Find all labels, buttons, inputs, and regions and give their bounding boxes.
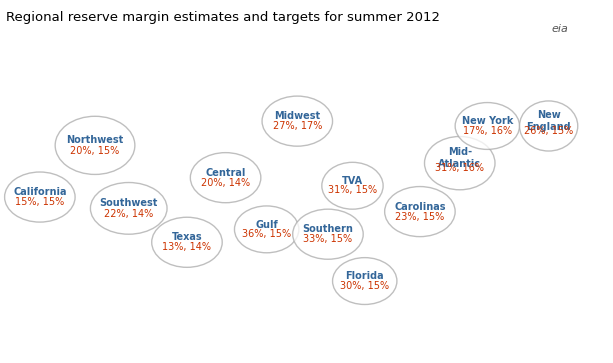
Ellipse shape [332, 258, 397, 305]
Ellipse shape [293, 209, 364, 259]
Text: Florida: Florida [345, 272, 384, 281]
Text: 30%, 15%: 30%, 15% [340, 281, 389, 291]
Ellipse shape [190, 152, 261, 203]
Text: 15%, 15%: 15%, 15% [15, 197, 64, 207]
Text: TVA: TVA [342, 176, 363, 186]
Text: 20%, 15%: 20%, 15% [70, 146, 120, 156]
Text: 13%, 14%: 13%, 14% [162, 242, 211, 252]
Text: Mid-
Atlantic: Mid- Atlantic [438, 147, 481, 168]
Text: California: California [13, 187, 67, 197]
Ellipse shape [152, 217, 223, 267]
Text: Gulf: Gulf [255, 220, 278, 230]
Ellipse shape [455, 103, 520, 150]
Text: 27%, 17%: 27%, 17% [273, 121, 322, 131]
Ellipse shape [234, 206, 299, 253]
Text: Central: Central [205, 168, 246, 178]
Text: New York: New York [462, 116, 513, 126]
Text: Regional reserve margin estimates and targets for summer 2012: Regional reserve margin estimates and ta… [6, 11, 440, 24]
Ellipse shape [520, 101, 577, 151]
Text: Northwest: Northwest [66, 135, 124, 144]
Ellipse shape [4, 172, 75, 222]
Ellipse shape [424, 136, 495, 190]
Text: Southern: Southern [303, 224, 353, 234]
Text: New
England: New England [527, 110, 571, 132]
Text: eia: eia [552, 24, 569, 34]
Text: 20%, 14%: 20%, 14% [201, 178, 250, 188]
Text: 31%, 16%: 31%, 16% [435, 163, 484, 174]
Text: 17%, 16%: 17%, 16% [463, 126, 512, 136]
Ellipse shape [322, 162, 383, 209]
Ellipse shape [262, 96, 333, 146]
Ellipse shape [385, 187, 455, 237]
Text: 22%, 14%: 22%, 14% [104, 208, 153, 219]
Text: 23%, 15%: 23%, 15% [395, 212, 444, 221]
Ellipse shape [91, 183, 167, 234]
Text: Texas: Texas [172, 232, 202, 242]
Text: Midwest: Midwest [274, 111, 321, 121]
Text: Carolinas: Carolinas [394, 201, 446, 212]
Text: Southwest: Southwest [99, 198, 158, 208]
Text: 33%, 15%: 33%, 15% [303, 234, 352, 244]
Text: 26%, 15%: 26%, 15% [524, 126, 573, 136]
Ellipse shape [55, 116, 135, 175]
Text: 31%, 15%: 31%, 15% [328, 185, 377, 195]
Text: 36%, 15%: 36%, 15% [242, 229, 291, 239]
